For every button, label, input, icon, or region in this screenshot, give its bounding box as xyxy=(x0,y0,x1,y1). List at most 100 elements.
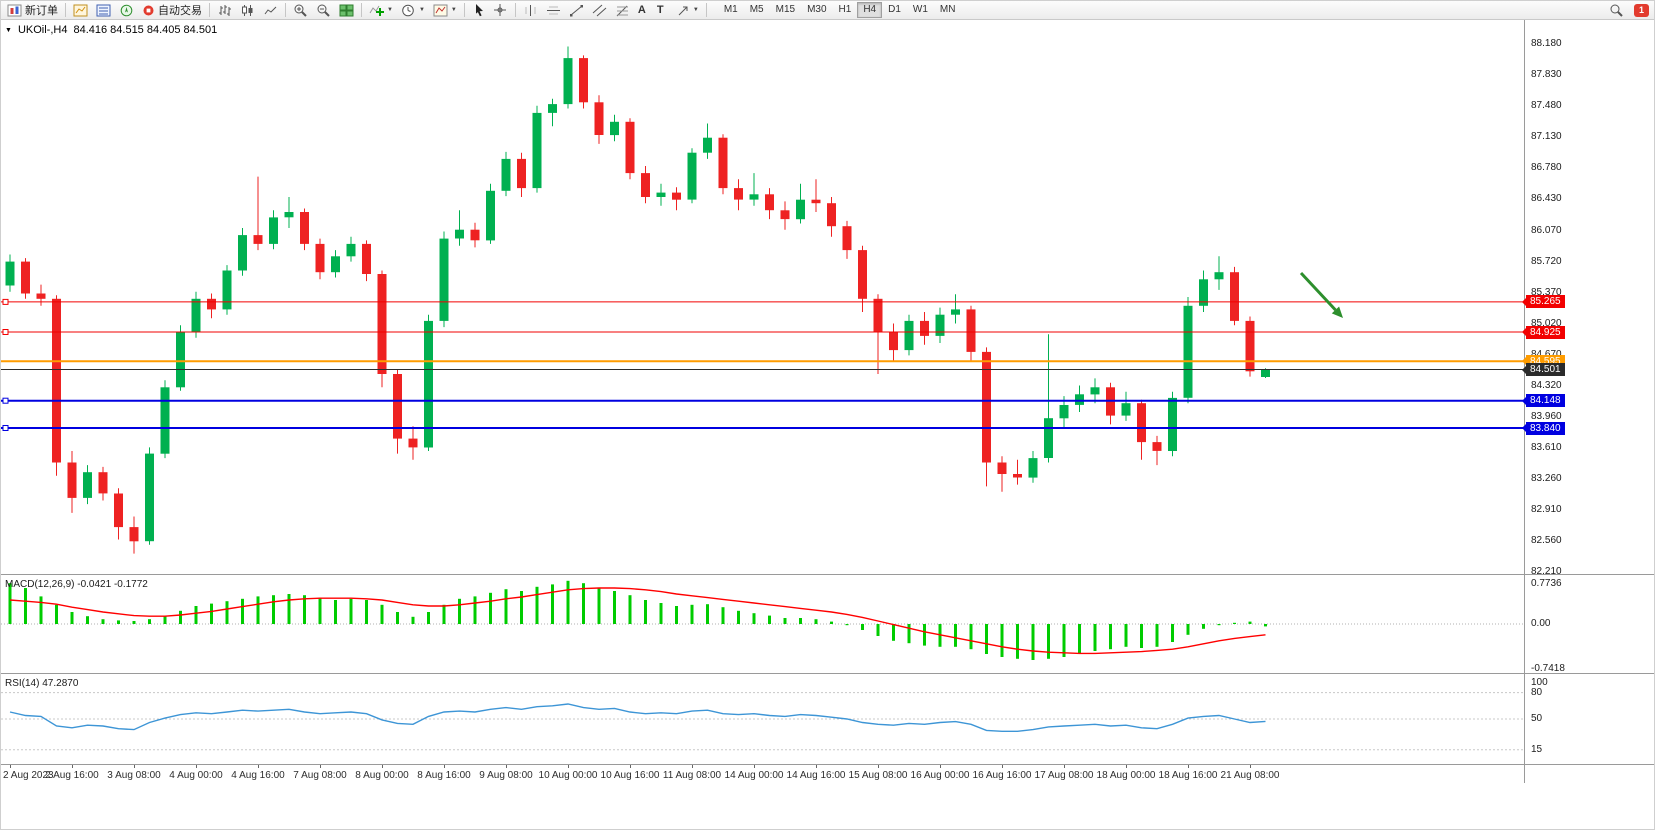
tile-windows-button[interactable] xyxy=(335,2,358,19)
macd-scale-label: -0.7418 xyxy=(1531,662,1565,674)
candle xyxy=(1044,418,1053,458)
indicators-icon xyxy=(369,5,384,16)
candle xyxy=(222,270,232,310)
rsi-scale-label: 50 xyxy=(1531,713,1543,724)
candle xyxy=(67,462,77,498)
market-watch-button[interactable] xyxy=(69,2,92,19)
hline-handle[interactable] xyxy=(2,425,9,431)
hline-handle[interactable] xyxy=(2,329,9,335)
timeframe-m1[interactable]: M1 xyxy=(718,2,744,18)
horizontal-line-button[interactable] xyxy=(542,2,565,19)
indicators-button[interactable]: ▼ xyxy=(365,2,397,19)
time-axis-label: 16 Aug 00:00 xyxy=(910,770,970,781)
arrows-tool-button[interactable]: ▼ xyxy=(672,2,703,19)
arrow-annotation[interactable] xyxy=(1299,271,1337,312)
panel-divider[interactable] xyxy=(1,673,1654,674)
price-axis-label: 87.480 xyxy=(1531,99,1562,111)
time-tick xyxy=(134,765,135,768)
new-order-button[interactable]: 新订单 xyxy=(3,2,62,19)
search-button[interactable] xyxy=(1605,2,1627,19)
candle xyxy=(579,58,588,103)
macd-label: MACD(12,26,9) -0.0421 -0.1772 xyxy=(5,579,148,590)
candle xyxy=(331,256,340,273)
timeframe-m5[interactable]: M5 xyxy=(744,2,770,18)
panel-divider[interactable] xyxy=(1,764,1654,765)
time-axis[interactable]: 2 Aug 2023 2 Aug 16:00 3 Aug 08:00 4 Aug 00… xyxy=(1,765,1524,783)
cursor-button[interactable] xyxy=(468,2,489,19)
navigator-button[interactable] xyxy=(115,2,138,19)
price-axis-label: 82.560 xyxy=(1531,535,1562,547)
time-tick xyxy=(1188,765,1189,768)
label-tool-button[interactable]: T xyxy=(653,2,672,19)
text-tool-button[interactable]: A xyxy=(634,2,653,19)
price-axis-label: 85.020 xyxy=(1531,317,1562,329)
timeframe-h4[interactable]: H4 xyxy=(857,2,883,18)
price-axis-label: 86.070 xyxy=(1531,224,1562,236)
cursor-icon xyxy=(475,4,483,17)
candle xyxy=(656,192,666,197)
zoom-in-button[interactable] xyxy=(289,2,312,19)
candle xyxy=(346,243,356,257)
rsi-canvas[interactable] xyxy=(1,675,1524,763)
timeframe-m15[interactable]: M15 xyxy=(770,2,801,18)
time-tick xyxy=(1250,765,1251,768)
macd-scale-label: 0.00 xyxy=(1531,618,1551,629)
zoom-out-button[interactable] xyxy=(312,2,335,19)
candle xyxy=(315,243,325,273)
price-tag-value: 84.595 xyxy=(1530,355,1561,367)
toolbar-separator xyxy=(705,3,707,17)
time-axis-label: 18 Aug 00:00 xyxy=(1096,770,1156,781)
crosshair-button[interactable] xyxy=(489,2,512,19)
rsi-label: RSI(14) 47.2870 xyxy=(5,678,79,689)
data-window-button[interactable] xyxy=(92,2,115,19)
time-tick xyxy=(1064,765,1065,768)
time-tick xyxy=(940,765,941,768)
fibonacci-button[interactable] xyxy=(611,2,634,19)
line-chart-button[interactable] xyxy=(259,2,282,19)
candle xyxy=(52,298,61,463)
candle xyxy=(625,121,635,174)
time-tick xyxy=(1126,765,1127,768)
price-chart-canvas[interactable] xyxy=(1,20,1524,574)
timeframe-m30[interactable]: M30 xyxy=(801,2,832,18)
candlestick-chart-button[interactable] xyxy=(236,2,259,19)
candle xyxy=(36,293,46,299)
toolbar-separator xyxy=(463,3,465,17)
channel-button[interactable] xyxy=(588,2,611,19)
hline-handle[interactable] xyxy=(2,298,9,305)
candle xyxy=(563,58,573,105)
trendline-button[interactable] xyxy=(565,2,588,19)
price-tag-notch xyxy=(1522,396,1526,405)
timeframe-d1[interactable]: D1 xyxy=(882,2,907,18)
candle xyxy=(687,152,697,200)
symbol-timeframe-label: UKOil-,H4 xyxy=(17,24,68,36)
time-axis-label: 10 Aug 16:00 xyxy=(600,770,660,781)
candle xyxy=(114,493,123,528)
auto-trading-button[interactable]: 自动交易 xyxy=(138,2,206,19)
bar-chart-button[interactable] xyxy=(213,2,236,19)
templates-button[interactable]: ▼ xyxy=(429,2,461,19)
time-axis-label: 14 Aug 16:00 xyxy=(786,770,846,781)
time-axis-label: 15 Aug 08:00 xyxy=(848,770,908,781)
price-axis-label: 84.320 xyxy=(1531,379,1562,391)
text-tool-icon: A xyxy=(637,3,646,16)
notification-badge[interactable]: 1 xyxy=(1634,3,1649,17)
crosshair-icon xyxy=(493,4,506,16)
macd-canvas[interactable] xyxy=(1,576,1524,672)
timeframe-w1[interactable]: W1 xyxy=(907,2,934,18)
candle xyxy=(718,137,728,189)
time-axis-label: 18 Aug 16:00 xyxy=(1158,770,1218,781)
timeframe-h1[interactable]: H1 xyxy=(833,2,858,18)
vertical-line-button[interactable] xyxy=(519,2,542,19)
periods-button[interactable]: ▼ xyxy=(397,2,429,19)
ohlc-readout: 84.416 84.515 84.405 84.501 xyxy=(73,24,218,36)
timeframe-mn[interactable]: MN xyxy=(934,2,962,18)
hline-handle[interactable] xyxy=(2,397,9,404)
expand-triangle-icon[interactable]: ▼ xyxy=(5,26,12,34)
price-tag-value: 84.925 xyxy=(1530,326,1561,338)
panel-divider[interactable] xyxy=(1,574,1654,575)
time-tick xyxy=(630,765,631,768)
rsi-line xyxy=(9,703,1266,732)
price-axis-label: 88.180 xyxy=(1531,37,1562,49)
price-axis[interactable]: 88.180 87.830 87.480 87.130 86.780 86.430 86.0… xyxy=(1522,20,1654,783)
